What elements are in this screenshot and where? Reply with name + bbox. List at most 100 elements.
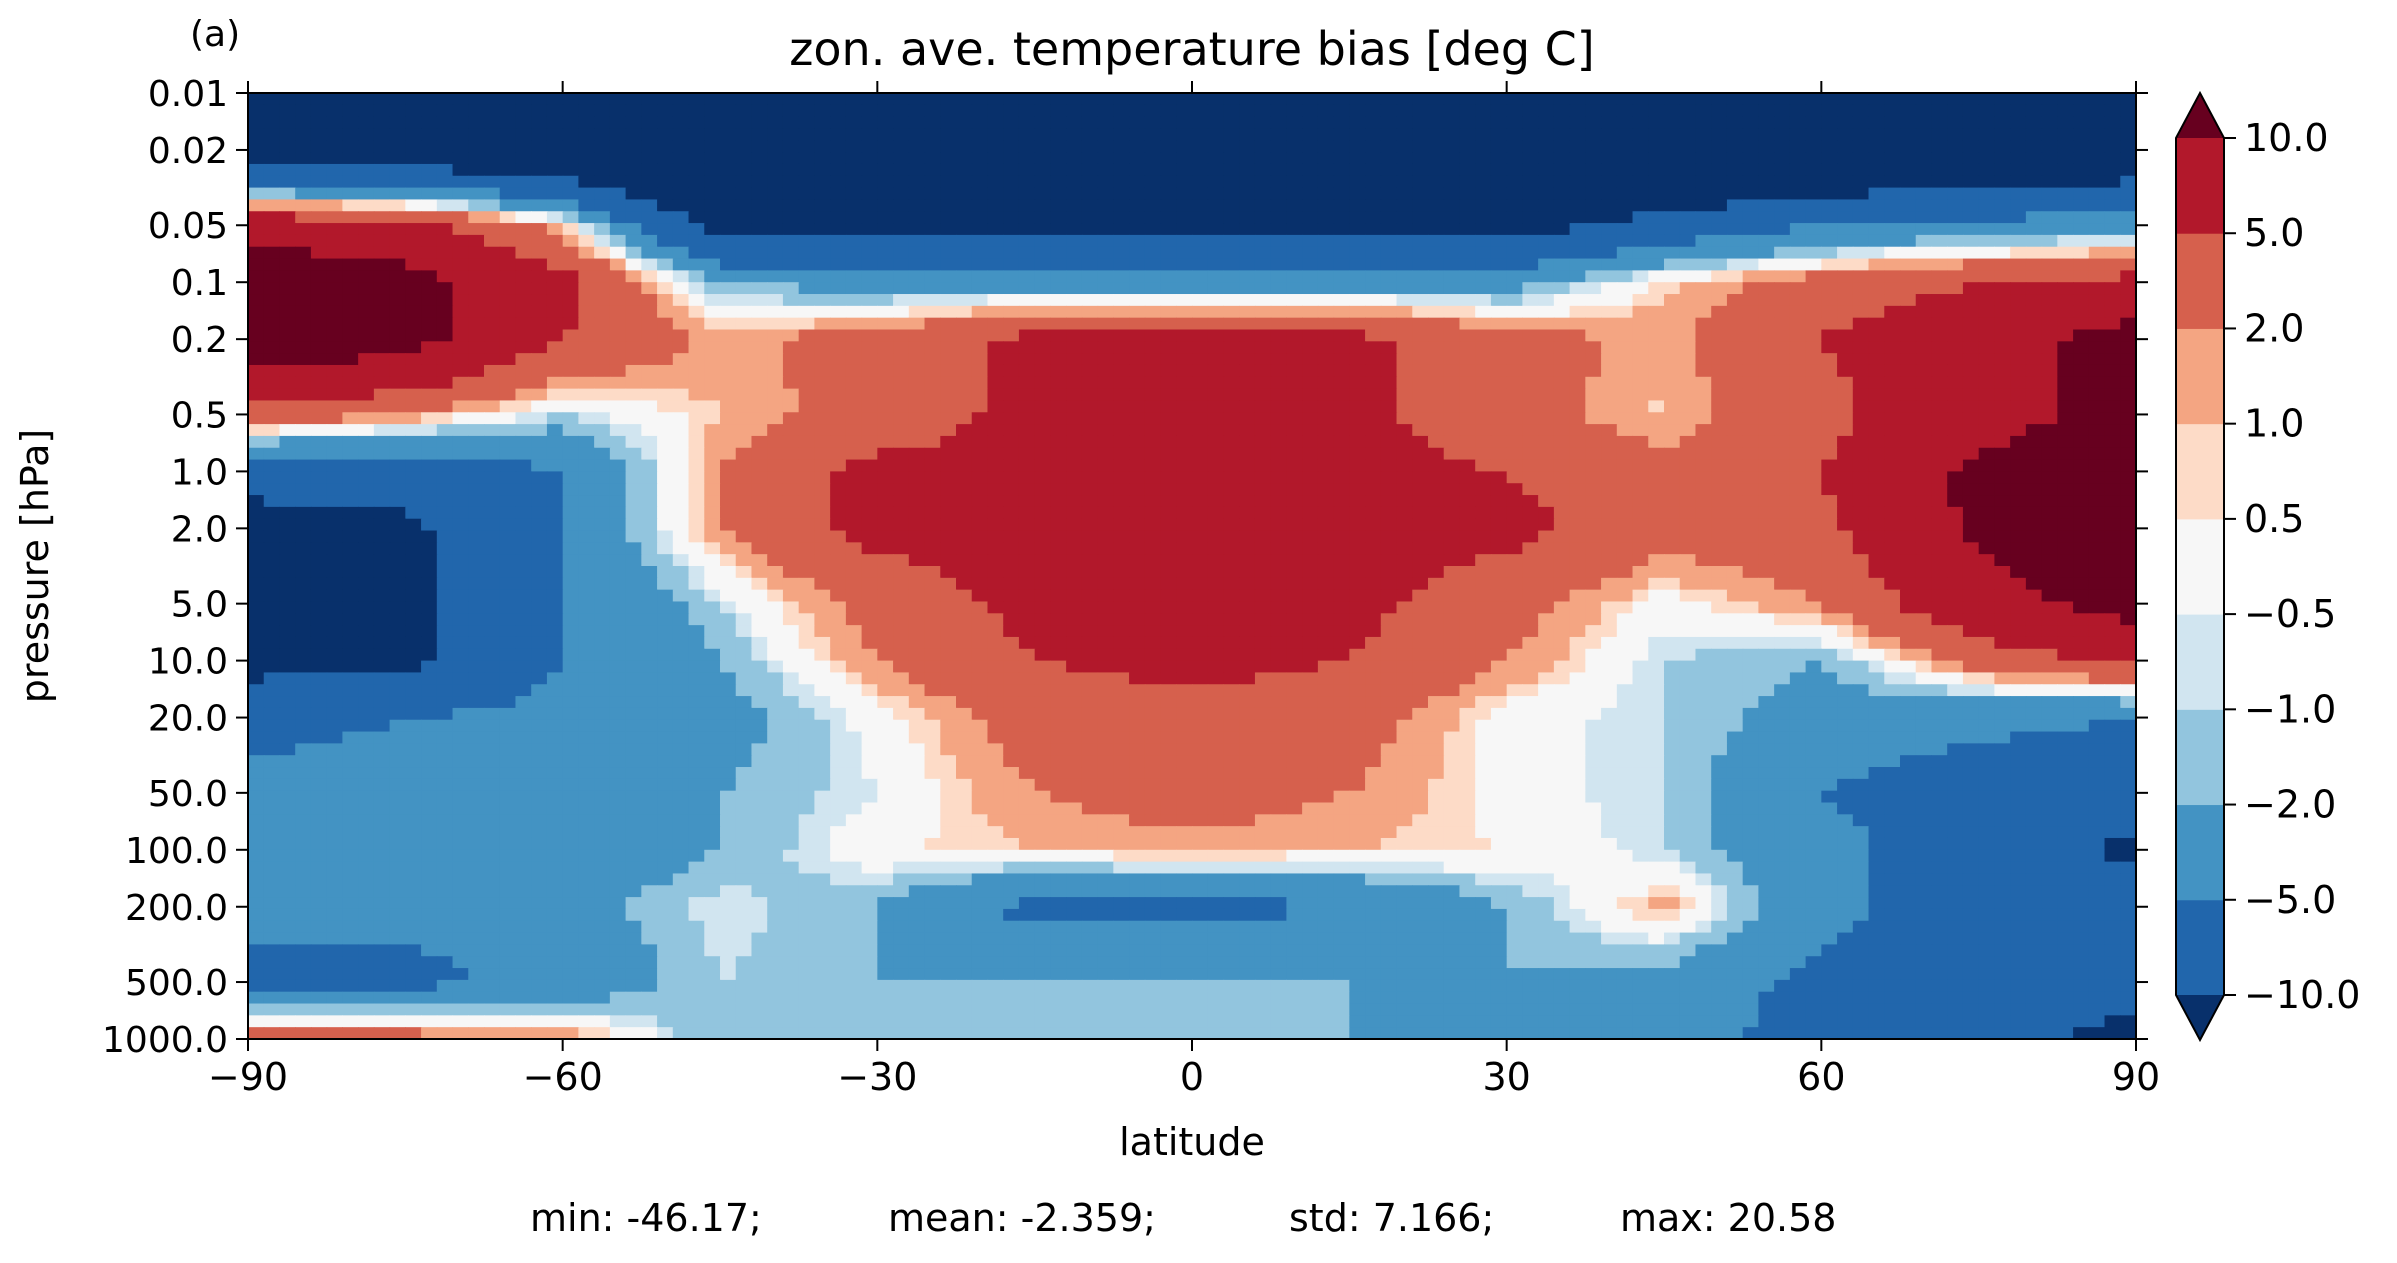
- heatmap-cell: [1569, 530, 1586, 543]
- heatmap-cell: [405, 424, 422, 437]
- heatmap-cell: [798, 199, 815, 212]
- heatmap-cell: [877, 495, 894, 508]
- heatmap-cell: [2010, 199, 2027, 212]
- heatmap-cell: [405, 116, 422, 130]
- heatmap-cell: [2104, 329, 2121, 342]
- heatmap-cell: [248, 317, 265, 331]
- heatmap-cell: [1506, 400, 1523, 413]
- heatmap-cell: [877, 128, 894, 141]
- heatmap-cell: [405, 577, 422, 591]
- heatmap-cell: [1522, 471, 1539, 484]
- heatmap-cell: [1129, 506, 1146, 520]
- heatmap-cell: [845, 128, 863, 141]
- heatmap-cell: [499, 447, 517, 461]
- heatmap-cell: [1097, 471, 1114, 484]
- heatmap-cell: [1302, 329, 1319, 342]
- heatmap-cell: [1160, 483, 1177, 496]
- heatmap-cell: [1726, 116, 1744, 130]
- heatmap-cell: [499, 424, 517, 437]
- heatmap-cell: [1490, 518, 1508, 532]
- heatmap-cell: [798, 506, 815, 520]
- heatmap-cell: [1506, 187, 1523, 201]
- heatmap-cell: [830, 211, 847, 224]
- heatmap-cell: [1679, 128, 1697, 141]
- heatmap-cell: [279, 364, 296, 378]
- heatmap-cell: [2025, 140, 2043, 153]
- heatmap-cell: [1396, 199, 1413, 212]
- heatmap-cell: [1349, 140, 1366, 153]
- heatmap-cell: [373, 364, 391, 378]
- heatmap-cell: [389, 116, 406, 130]
- heatmap-cell: [908, 282, 926, 295]
- heatmap-cell: [1034, 329, 1051, 342]
- heatmap-cell: [1207, 163, 1225, 177]
- heatmap-cell: [1270, 234, 1287, 248]
- heatmap-cell: [1962, 447, 1980, 461]
- heatmap-cell: [1066, 152, 1083, 165]
- heatmap-cell: [1616, 447, 1634, 461]
- heatmap-cell: [1380, 270, 1398, 283]
- heatmap-cell: [436, 341, 454, 354]
- heatmap-cell: [1018, 353, 1036, 366]
- heatmap-cell: [1459, 483, 1476, 496]
- heatmap-cell: [877, 435, 894, 449]
- heatmap-cell: [1223, 424, 1240, 437]
- heatmap-cell: [1428, 329, 1445, 342]
- heatmap-cell: [814, 246, 831, 260]
- heatmap-cell: [452, 506, 469, 520]
- heatmap-cell: [1207, 471, 1225, 484]
- heatmap-cell: [1632, 353, 1649, 366]
- heatmap-cell: [1396, 424, 1413, 437]
- heatmap-cell: [751, 353, 768, 366]
- heatmap-cell: [1018, 518, 1036, 532]
- heatmap-cell: [1412, 246, 1429, 260]
- heatmap-cell: [1585, 128, 1602, 141]
- heatmap-cell: [310, 317, 328, 331]
- heatmap-cell: [751, 577, 768, 591]
- heatmap-cell: [1538, 187, 1555, 201]
- heatmap-cell: [1931, 518, 1948, 532]
- heatmap-cell: [987, 317, 1004, 331]
- heatmap-cell: [1821, 140, 1838, 153]
- heatmap-cell: [1254, 424, 1272, 437]
- heatmap-cell: [373, 506, 391, 520]
- heatmap-cell: [2104, 258, 2121, 271]
- heatmap-cell: [657, 187, 674, 201]
- heatmap-cell: [1396, 483, 1413, 496]
- heatmap-cell: [1522, 329, 1539, 342]
- heatmap-cell: [814, 388, 831, 402]
- heatmap-cell: [704, 187, 721, 201]
- heatmap-cell: [1695, 388, 1712, 402]
- heatmap-cell: [688, 211, 705, 224]
- heatmap-cell: [2041, 506, 2058, 520]
- heatmap-cell: [1317, 353, 1335, 366]
- heatmap-cell: [1380, 412, 1398, 425]
- heatmap-cell: [2088, 341, 2106, 354]
- heatmap-cell: [908, 542, 926, 555]
- heatmap-cell: [1726, 364, 1744, 378]
- heatmap-cell: [326, 566, 343, 579]
- heatmap-cell: [468, 104, 485, 118]
- heatmap-cell: [1176, 577, 1193, 591]
- heatmap-cell: [546, 518, 564, 532]
- heatmap-cell: [1805, 140, 1822, 153]
- heatmap-cell: [924, 294, 941, 307]
- heatmap-cell: [594, 424, 611, 437]
- heatmap-cell: [2025, 341, 2043, 354]
- heatmap-cell: [1506, 258, 1523, 271]
- heatmap-cell: [1679, 566, 1697, 579]
- heatmap-cell: [531, 140, 548, 153]
- heatmap-cell: [1428, 400, 1445, 413]
- heatmap-cell: [326, 435, 343, 449]
- heatmap-cell: [248, 530, 265, 543]
- heatmap-cell: [279, 554, 296, 567]
- heatmap-cell: [2041, 518, 2058, 532]
- heatmap-cell: [1333, 506, 1350, 520]
- heatmap-cell: [1884, 495, 1901, 508]
- heatmap-cell: [421, 364, 438, 378]
- heatmap-cell: [484, 246, 501, 260]
- heatmap-cell: [2041, 163, 2058, 177]
- heatmap-cell: [1884, 128, 1901, 141]
- heatmap-cell: [735, 506, 753, 520]
- heatmap-cell: [1459, 199, 1476, 212]
